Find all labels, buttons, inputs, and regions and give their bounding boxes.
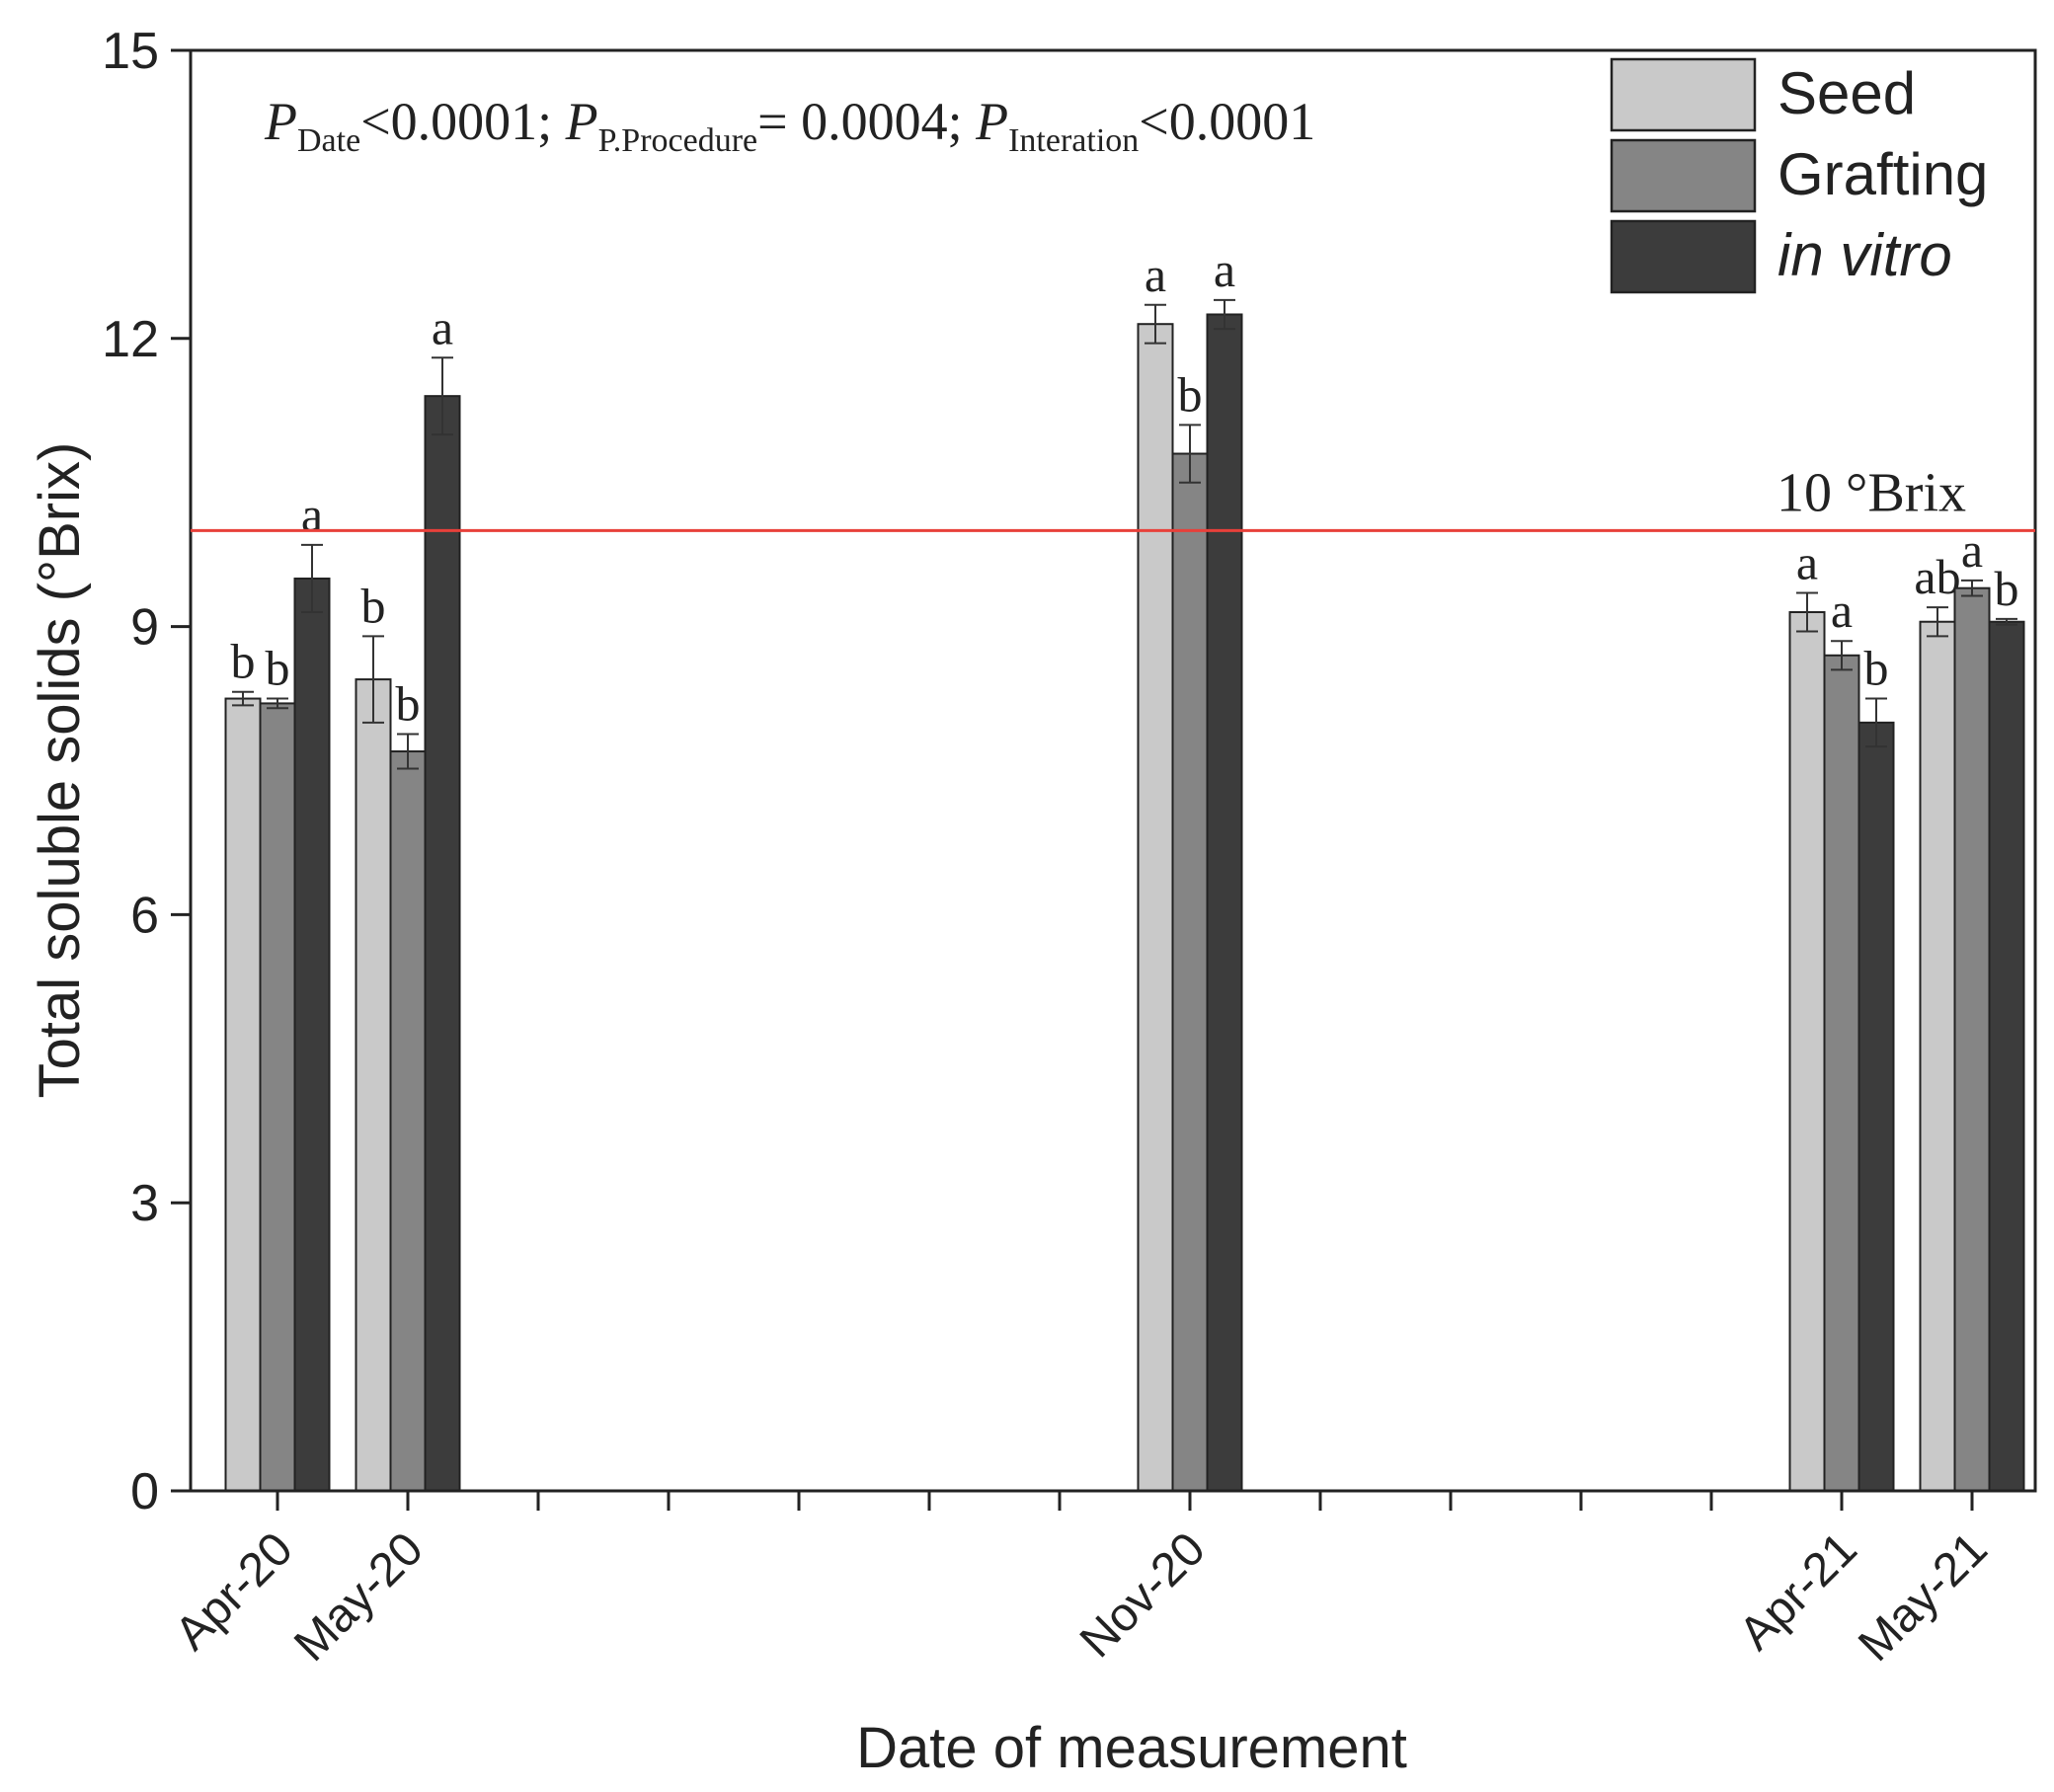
bar: [1137, 323, 1174, 1493]
significance-letter: a: [432, 299, 453, 354]
significance-letter: b: [361, 578, 386, 633]
legend-label: Grafting: [1778, 141, 1988, 207]
bar: [1919, 620, 1956, 1492]
significance-letter: a: [1145, 247, 1166, 302]
stats-subscript: P.Procedure: [598, 122, 757, 159]
legend-swatch: [1610, 138, 1757, 213]
legend: Seed Grafting in vitro: [1610, 57, 1988, 294]
legend-swatch: [1610, 219, 1757, 294]
x-category-label: May-21: [1849, 1522, 1998, 1672]
y-axis-title: Total soluble solids (°Brix): [28, 442, 92, 1099]
significance-letter: b: [1864, 641, 1889, 696]
bar: [1206, 313, 1243, 1493]
significance-letter: ab: [1914, 549, 1960, 604]
x-category-label: Nov-20: [1070, 1522, 1216, 1668]
bar: [1823, 654, 1860, 1492]
stats-value: = 0.0004;: [757, 92, 976, 151]
significance-letter: a: [301, 487, 323, 542]
reference-line-label: 10 °Brix: [1777, 462, 1966, 523]
x-category-label: Apr-21: [1729, 1522, 1866, 1660]
legend-swatch: [1610, 57, 1757, 132]
bar: [389, 750, 427, 1492]
stats-value: <0.0001;: [360, 92, 565, 151]
significance-letter: b: [1178, 366, 1203, 422]
stats-p-symbol: P: [565, 92, 598, 151]
legend-label: in vitro: [1778, 222, 1952, 288]
stats-annotation: PDate<0.0001; PP.Procedure= 0.0004; PInt…: [264, 92, 1315, 159]
bar: [1171, 452, 1209, 1492]
stats-p-symbol: P: [264, 92, 297, 151]
significance-letter: b: [396, 676, 421, 732]
significance-letter: a: [1214, 242, 1235, 297]
significance-letter: b: [266, 641, 290, 696]
y-tick-label: 6: [130, 887, 159, 944]
significance-letter: b: [231, 634, 256, 689]
significance-letter: a: [1831, 583, 1853, 638]
stats-value: <0.0001: [1139, 92, 1315, 151]
x-category-label: May-20: [284, 1522, 434, 1672]
bar: [424, 395, 461, 1492]
y-tick-label: 15: [102, 23, 159, 80]
x-category-label: Apr-20: [165, 1522, 302, 1660]
y-tick-label: 9: [130, 599, 159, 657]
bar: [259, 702, 296, 1492]
stats-subscript: Interation: [1008, 122, 1139, 159]
legend-label: Seed: [1778, 60, 1916, 126]
x-axis-title: Date of measurement: [856, 1716, 1407, 1780]
bar: [1788, 611, 1826, 1492]
y-tick-label: 12: [102, 311, 159, 368]
significance-letter: a: [1796, 535, 1818, 590]
plot-frame: [189, 48, 2037, 1493]
significance-letter: b: [1995, 561, 2019, 616]
y-tick-label: 0: [130, 1463, 159, 1520]
y-tick-label: 3: [130, 1175, 159, 1232]
bar: [1988, 620, 2025, 1492]
bar: [224, 697, 262, 1492]
bar: [1953, 586, 1991, 1492]
bar: [293, 577, 331, 1492]
bar: [355, 678, 392, 1492]
stats-subscript: Date: [297, 122, 360, 159]
stats-p-symbol: P: [975, 92, 1008, 151]
significance-letter: a: [1961, 522, 1983, 578]
bar: [1857, 721, 1895, 1492]
